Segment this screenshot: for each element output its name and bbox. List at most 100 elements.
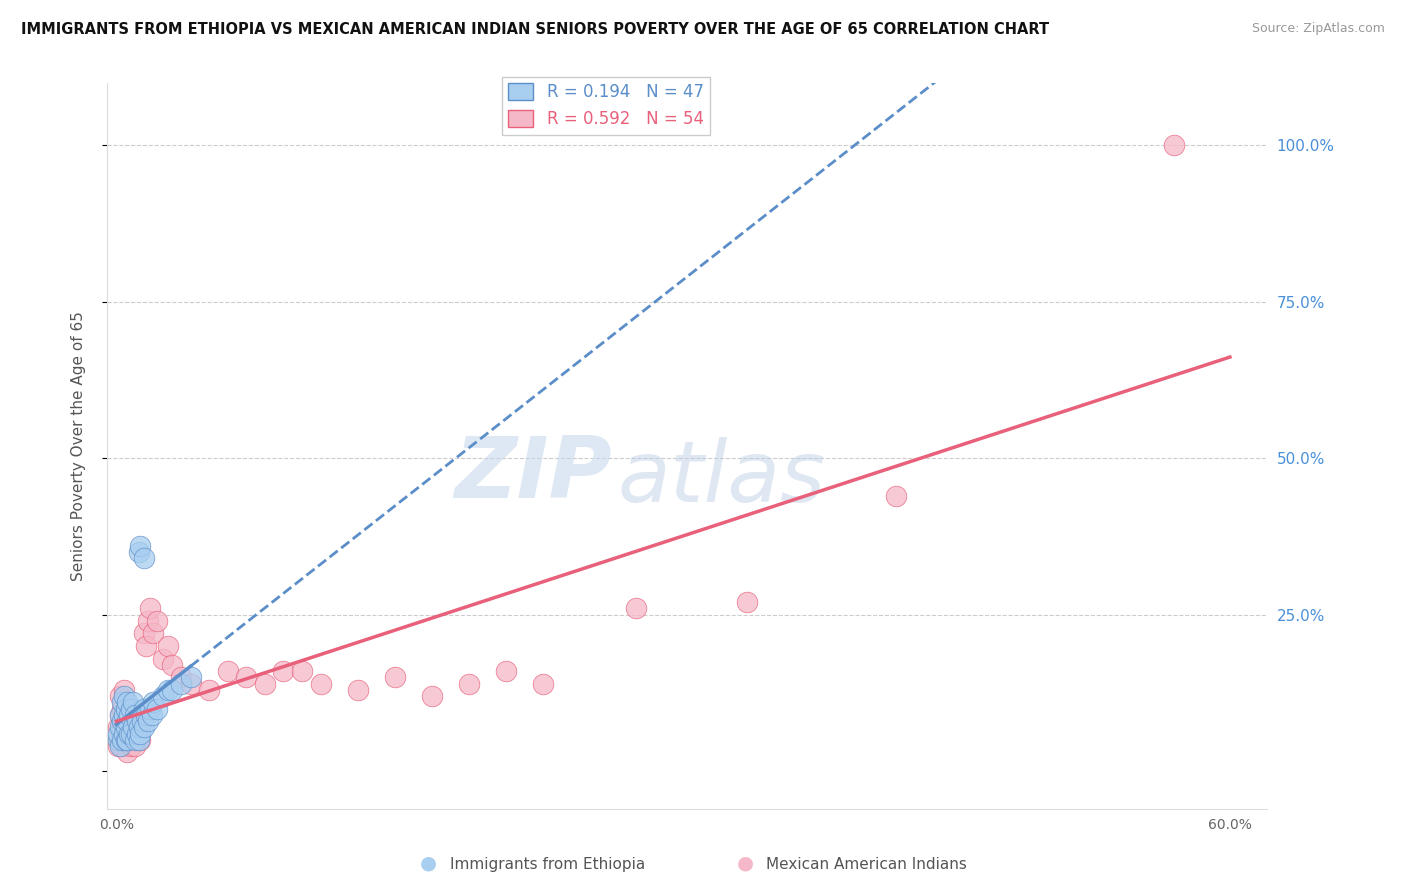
Point bbox=[458, 676, 481, 690]
Point bbox=[146, 701, 169, 715]
Point bbox=[114, 720, 136, 734]
Point bbox=[120, 726, 142, 740]
Point bbox=[117, 695, 139, 709]
Point bbox=[170, 676, 193, 690]
Point bbox=[235, 670, 257, 684]
Point bbox=[108, 720, 131, 734]
Point bbox=[128, 720, 150, 734]
Point bbox=[122, 720, 145, 734]
Point bbox=[170, 670, 193, 684]
Point bbox=[124, 739, 146, 753]
Point bbox=[108, 707, 131, 722]
Point bbox=[884, 489, 907, 503]
Point bbox=[136, 614, 159, 628]
Point bbox=[152, 689, 174, 703]
Point bbox=[112, 732, 135, 747]
Point bbox=[135, 707, 157, 722]
Point bbox=[118, 714, 141, 728]
Point bbox=[114, 720, 136, 734]
Point bbox=[114, 732, 136, 747]
Point bbox=[160, 657, 183, 672]
Text: ●: ● bbox=[737, 854, 754, 872]
Point bbox=[139, 601, 162, 615]
Point bbox=[141, 707, 163, 722]
Point bbox=[157, 682, 180, 697]
Point bbox=[273, 664, 295, 678]
Point bbox=[107, 726, 129, 740]
Point bbox=[107, 739, 129, 753]
Point bbox=[291, 664, 314, 678]
Point bbox=[131, 714, 153, 728]
Point bbox=[108, 689, 131, 703]
Text: Mexican American Indians: Mexican American Indians bbox=[766, 857, 967, 872]
Point bbox=[107, 720, 129, 734]
Point bbox=[111, 739, 134, 753]
Point bbox=[180, 670, 202, 684]
Point bbox=[111, 701, 134, 715]
Text: ZIP: ZIP bbox=[454, 434, 612, 516]
Text: IMMIGRANTS FROM ETHIOPIA VS MEXICAN AMERICAN INDIAN SENIORS POVERTY OVER THE AGE: IMMIGRANTS FROM ETHIOPIA VS MEXICAN AMER… bbox=[21, 22, 1049, 37]
Text: Source: ZipAtlas.com: Source: ZipAtlas.com bbox=[1251, 22, 1385, 36]
Point bbox=[420, 689, 443, 703]
Point bbox=[128, 707, 150, 722]
Point bbox=[157, 639, 180, 653]
Point bbox=[114, 701, 136, 715]
Point bbox=[112, 682, 135, 697]
Point bbox=[134, 720, 156, 734]
Point bbox=[531, 676, 554, 690]
Point bbox=[112, 689, 135, 703]
Point bbox=[129, 726, 152, 740]
Point bbox=[112, 726, 135, 740]
Point bbox=[117, 714, 139, 728]
Point bbox=[135, 639, 157, 653]
Point bbox=[1163, 138, 1185, 153]
Point bbox=[124, 732, 146, 747]
Point bbox=[134, 551, 156, 566]
Point bbox=[129, 732, 152, 747]
Y-axis label: Seniors Poverty Over the Age of 65: Seniors Poverty Over the Age of 65 bbox=[72, 310, 86, 581]
Point bbox=[346, 682, 368, 697]
Point bbox=[129, 539, 152, 553]
Point bbox=[111, 695, 134, 709]
Point bbox=[217, 664, 239, 678]
Point bbox=[114, 701, 136, 715]
Point bbox=[737, 595, 759, 609]
Point bbox=[120, 707, 142, 722]
Point bbox=[118, 732, 141, 747]
Point bbox=[309, 676, 332, 690]
Point bbox=[117, 745, 139, 759]
Point bbox=[114, 739, 136, 753]
Point bbox=[139, 701, 162, 715]
Point bbox=[198, 682, 221, 697]
Point bbox=[108, 739, 131, 753]
Point bbox=[111, 720, 134, 734]
Point bbox=[111, 732, 134, 747]
Point bbox=[117, 732, 139, 747]
Point bbox=[120, 739, 142, 753]
Point bbox=[108, 707, 131, 722]
Point bbox=[122, 726, 145, 740]
Point bbox=[125, 720, 148, 734]
Point bbox=[112, 707, 135, 722]
Text: atlas: atlas bbox=[617, 437, 825, 520]
Point bbox=[152, 651, 174, 665]
Point bbox=[146, 614, 169, 628]
Point bbox=[120, 701, 142, 715]
Point bbox=[253, 676, 276, 690]
Point bbox=[128, 732, 150, 747]
Point bbox=[624, 601, 647, 615]
Point bbox=[384, 670, 406, 684]
Point bbox=[107, 732, 129, 747]
Text: Immigrants from Ethiopia: Immigrants from Ethiopia bbox=[450, 857, 645, 872]
Point bbox=[117, 726, 139, 740]
Point bbox=[118, 726, 141, 740]
Point bbox=[112, 714, 135, 728]
Point bbox=[108, 732, 131, 747]
Point bbox=[134, 626, 156, 640]
Point bbox=[495, 664, 517, 678]
Point bbox=[142, 626, 165, 640]
Point bbox=[180, 676, 202, 690]
Point bbox=[131, 714, 153, 728]
Text: ●: ● bbox=[420, 854, 437, 872]
Point bbox=[134, 701, 156, 715]
